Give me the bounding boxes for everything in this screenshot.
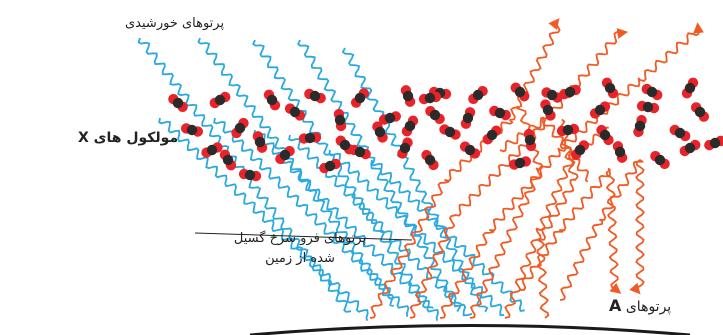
molecule [209,91,231,109]
molecule [421,149,439,171]
molecule [219,149,237,171]
sun-ray [252,39,434,309]
infrared-ray [559,159,645,301]
molecule [704,135,723,151]
molecule [263,89,281,111]
molecule [304,88,326,104]
infrared-ray [499,116,590,183]
molecule [252,131,268,153]
sun-ray [158,117,369,322]
infrared-ray [369,18,561,319]
molecules-label: مولکول های X [78,130,178,146]
molecule [319,158,341,174]
infrared-label-line1: پرتوهای فرو سرخ گسیل [233,231,367,246]
infrared-ray [409,28,629,319]
rays-a-label-text: پرتوهای [625,299,672,315]
molecule [350,88,370,108]
molecule [275,145,295,165]
molecule [540,99,556,121]
sun-ray [213,117,410,317]
rays-a-label: پرتوهای A [609,296,671,315]
sun-ray [328,149,505,317]
molecule [201,142,223,158]
molecule [482,125,502,145]
molecule [541,87,563,103]
molecule [425,105,445,125]
sun-ray [253,129,439,321]
molecule [589,101,611,119]
molecule [349,144,371,160]
rays-a-label-var: A [609,296,622,315]
molecule [681,77,699,99]
molecule [460,107,476,129]
infrared-label: پرتوهای فرو سرخ گسیل شده از زمین [234,229,366,269]
molecule [509,156,531,170]
molecule [669,124,691,142]
ground-arc [249,324,691,335]
molecule [231,117,249,139]
infrared-label-line2: شده از زمین [265,251,335,266]
molecule [596,124,614,146]
earth-surface [249,324,691,335]
molecule [238,168,262,182]
molecule [418,91,442,105]
molecule [601,77,619,99]
sun-rays-label: پرتوهای خورشیدی [125,16,225,31]
molecule [510,82,530,102]
molecule [633,115,647,137]
sun-ray [197,37,394,307]
sun-rays-group [137,37,525,322]
sun-ray [288,134,473,317]
infrared-pointer-line [194,232,413,241]
infrared-ray [536,118,579,319]
molecule [559,84,581,100]
molecules-group [168,77,723,182]
molecule [401,115,419,137]
molecule [372,121,388,143]
molecule [284,103,306,121]
molecule [570,140,590,160]
molecule [523,128,537,152]
infrared-rays-group [369,18,704,319]
sun-ray [370,159,525,312]
molecule [379,111,401,125]
molecule [556,123,580,137]
molecule [650,150,670,170]
label-pointer-group [194,232,413,241]
molecules-label-var: X [78,130,89,146]
molecule [641,83,663,101]
molecule [636,100,660,114]
infrared-ray [439,22,704,319]
molecule [333,108,347,132]
molecule [489,105,511,121]
infrared-ray [519,167,622,294]
molecule [181,123,203,137]
molecule [459,141,481,159]
molecule [400,85,416,107]
molecule [168,93,188,113]
molecule [612,141,628,163]
molecule [679,139,701,157]
molecule [397,137,413,159]
molecule [690,102,710,122]
molecule [298,132,322,144]
molecule [468,85,488,105]
molecule [439,124,461,140]
molecules-label-text: مولکول های [93,130,179,146]
